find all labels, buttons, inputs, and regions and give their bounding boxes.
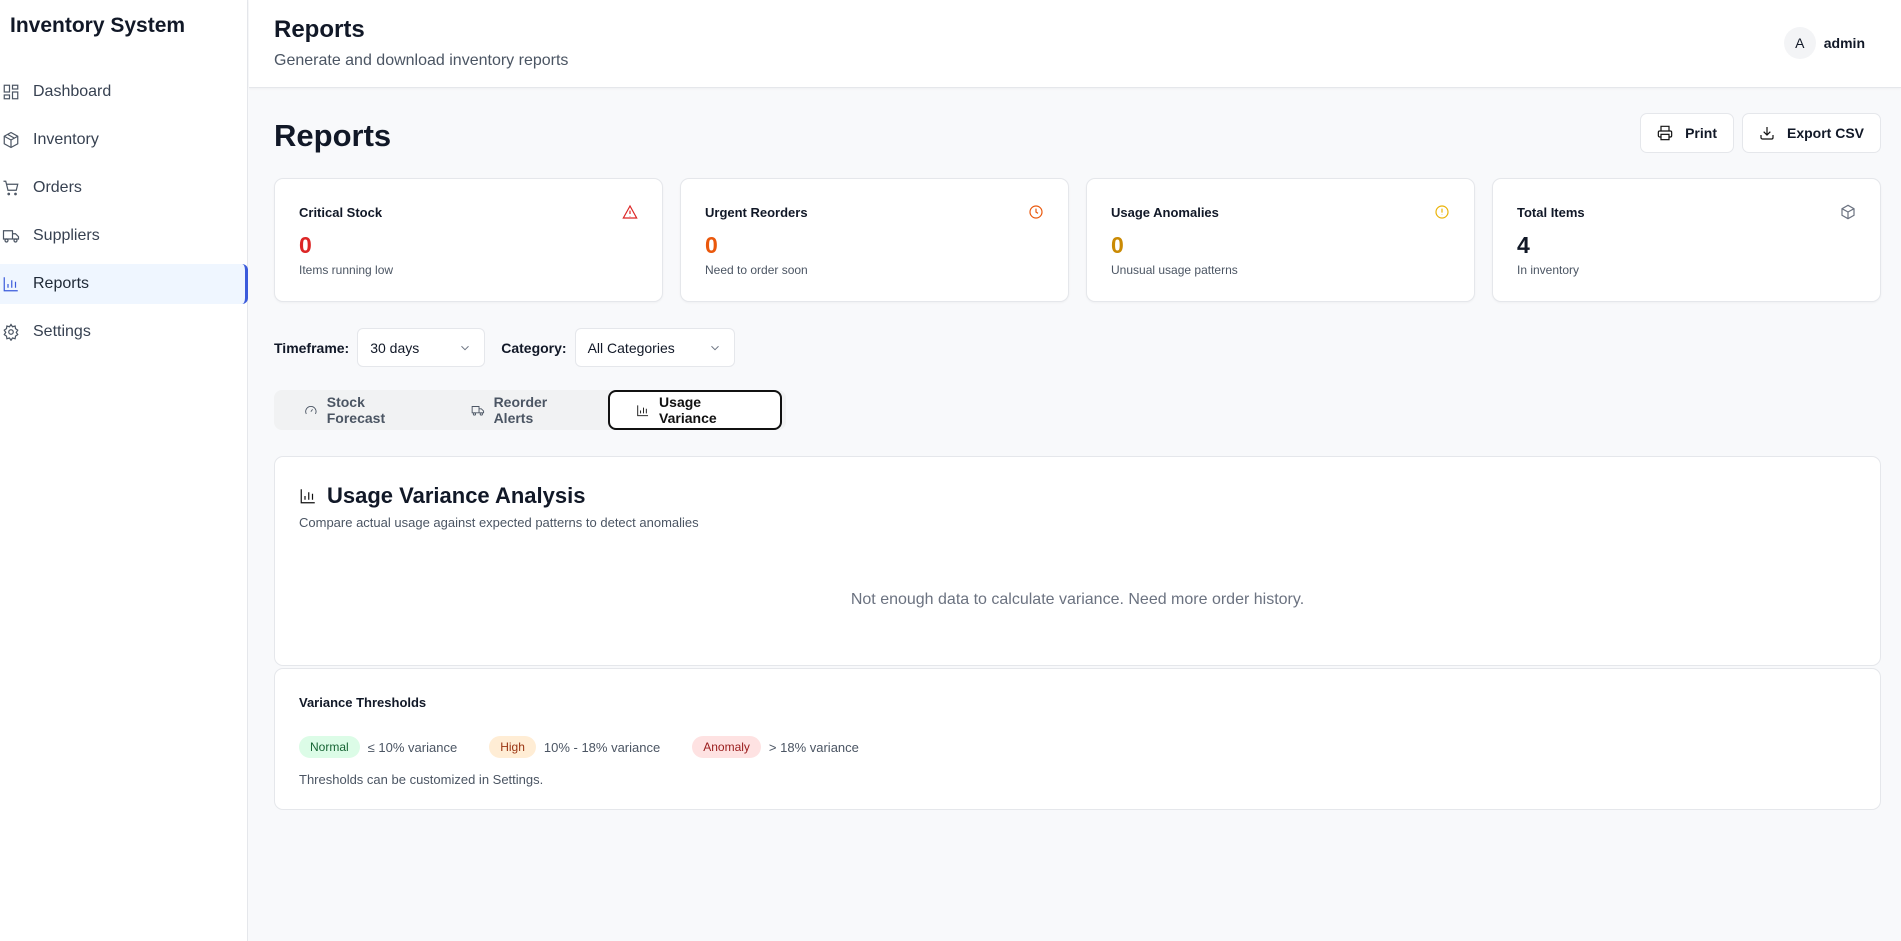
chevron-down-icon bbox=[461, 345, 470, 350]
card-title: Usage Anomalies bbox=[1111, 205, 1219, 220]
thresholds-legend: Normal ≤ 10% variance High 10% - 18% var… bbox=[299, 736, 891, 758]
card-usage-anomalies: Usage Anomalies 0 Unusual usage patterns bbox=[1086, 178, 1475, 302]
timeframe-select[interactable]: 30 days bbox=[357, 328, 486, 367]
sidebar-item-label: Settings bbox=[33, 323, 91, 340]
sidebar: Inventory System Dashboard Inventory Ord… bbox=[0, 0, 248, 941]
alert-triangle-icon bbox=[622, 204, 638, 219]
tab-label: Reorder Alerts bbox=[493, 394, 548, 426]
package-icon bbox=[1841, 204, 1855, 220]
header-title: Reports bbox=[274, 16, 365, 43]
badge-anomaly: Anomaly bbox=[692, 736, 761, 758]
sidebar-item-label: Reports bbox=[33, 275, 90, 292]
sidebar-item-label: Suppliers bbox=[33, 227, 100, 244]
category-label: Category: bbox=[501, 339, 567, 356]
sidebar-item-orders[interactable]: Orders bbox=[0, 168, 248, 208]
header-subtitle: Generate and download inventory reports bbox=[274, 52, 569, 69]
card-total-items: Total Items 4 In inventory bbox=[1492, 178, 1881, 302]
panel-subtitle: Compare actual usage against expected pa… bbox=[299, 515, 699, 530]
clock-icon bbox=[1029, 205, 1043, 219]
bar-chart-icon bbox=[300, 489, 315, 504]
sidebar-item-dashboard[interactable]: Dashboard bbox=[0, 72, 248, 112]
download-icon bbox=[1760, 127, 1774, 140]
filters: Timeframe: 30 days Category: All Categor… bbox=[274, 328, 735, 367]
grid-icon bbox=[3, 84, 19, 100]
card-title: Urgent Reorders bbox=[705, 205, 808, 220]
sidebar-nav: Dashboard Inventory Orders Suppliers Rep… bbox=[0, 72, 248, 360]
threshold-text: 10% - 18% variance bbox=[543, 739, 661, 755]
sidebar-item-reports[interactable]: Reports bbox=[0, 264, 248, 304]
timeframe-value: 30 days bbox=[370, 339, 420, 356]
card-subtitle: Need to order soon bbox=[705, 263, 808, 277]
category-value: All Categories bbox=[587, 339, 675, 356]
avatar: A bbox=[1783, 27, 1816, 59]
timeframe-label: Timeframe: bbox=[274, 339, 350, 356]
bar-chart-icon bbox=[3, 277, 18, 292]
sidebar-item-suppliers[interactable]: Suppliers bbox=[0, 216, 248, 256]
export-csv-button[interactable]: Export CSV bbox=[1741, 113, 1881, 153]
threshold-text: > 18% variance bbox=[768, 739, 859, 755]
page-title: Reports bbox=[274, 118, 392, 153]
report-tabs: Stock Forecast Reorder Alerts Usage Vari… bbox=[274, 390, 786, 430]
truck-icon bbox=[471, 405, 484, 416]
printer-icon bbox=[1657, 125, 1673, 141]
card-title: Total Items bbox=[1517, 205, 1585, 220]
usage-variance-panel: Usage Variance Analysis Compare actual u… bbox=[274, 456, 1881, 666]
card-value: 0 bbox=[705, 232, 718, 258]
card-value: 0 bbox=[1111, 232, 1124, 258]
print-button[interactable]: Print bbox=[1640, 113, 1734, 153]
thresholds-note: Thresholds can be customized in Settings… bbox=[299, 772, 544, 787]
sidebar-item-settings[interactable]: Settings bbox=[0, 312, 248, 352]
tab-label: Stock Forecast bbox=[326, 394, 386, 426]
card-critical-stock: Critical Stock 0 Items running low bbox=[274, 178, 663, 302]
card-subtitle: In inventory bbox=[1517, 263, 1580, 277]
tab-label: Usage Variance bbox=[659, 394, 717, 426]
card-title: Critical Stock bbox=[299, 205, 383, 220]
category-select[interactable]: All Categories bbox=[574, 328, 735, 367]
gear-icon bbox=[3, 323, 19, 341]
card-urgent-reorders: Urgent Reorders 0 Need to order soon bbox=[680, 178, 1069, 302]
card-subtitle: Items running low bbox=[299, 263, 394, 277]
top-header: Reports Generate and download inventory … bbox=[249, 0, 1901, 88]
print-label: Print bbox=[1685, 125, 1717, 141]
tab-stock-forecast[interactable]: Stock Forecast bbox=[278, 390, 445, 430]
tab-reorder-alerts[interactable]: Reorder Alerts bbox=[445, 390, 608, 430]
sidebar-item-label: Orders bbox=[33, 179, 82, 196]
chevron-down-icon bbox=[710, 345, 719, 350]
badge-normal: Normal bbox=[299, 736, 360, 758]
cart-icon bbox=[3, 180, 19, 196]
badge-high: High bbox=[489, 736, 536, 758]
panel-title: Usage Variance Analysis bbox=[327, 483, 586, 508]
tab-usage-variance[interactable]: Usage Variance bbox=[608, 390, 782, 430]
bar-chart-icon bbox=[637, 404, 649, 416]
sidebar-item-inventory[interactable]: Inventory bbox=[0, 120, 248, 160]
summary-cards: Critical Stock 0 Items running low Urgen… bbox=[274, 178, 1881, 302]
sidebar-item-label: Inventory bbox=[33, 131, 99, 148]
user-menu[interactable]: A admin bbox=[1783, 27, 1865, 59]
thresholds-title: Variance Thresholds bbox=[299, 695, 427, 710]
variance-thresholds-panel: Variance Thresholds Normal ≤ 10% varianc… bbox=[274, 668, 1881, 810]
card-subtitle: Unusual usage patterns bbox=[1111, 263, 1238, 277]
empty-state-message: Not enough data to calculate variance. N… bbox=[850, 591, 1305, 608]
package-icon bbox=[3, 131, 19, 149]
export-label: Export CSV bbox=[1786, 125, 1864, 141]
alert-circle-icon bbox=[1435, 205, 1449, 219]
truck-icon bbox=[2, 230, 20, 243]
user-name: admin bbox=[1823, 35, 1865, 51]
gauge-icon bbox=[305, 405, 317, 414]
sidebar-item-label: Dashboard bbox=[33, 83, 112, 100]
app-title: Inventory System bbox=[10, 14, 186, 37]
card-value: 0 bbox=[299, 232, 312, 258]
card-value: 4 bbox=[1517, 232, 1530, 258]
threshold-text: ≤ 10% variance bbox=[367, 739, 458, 755]
